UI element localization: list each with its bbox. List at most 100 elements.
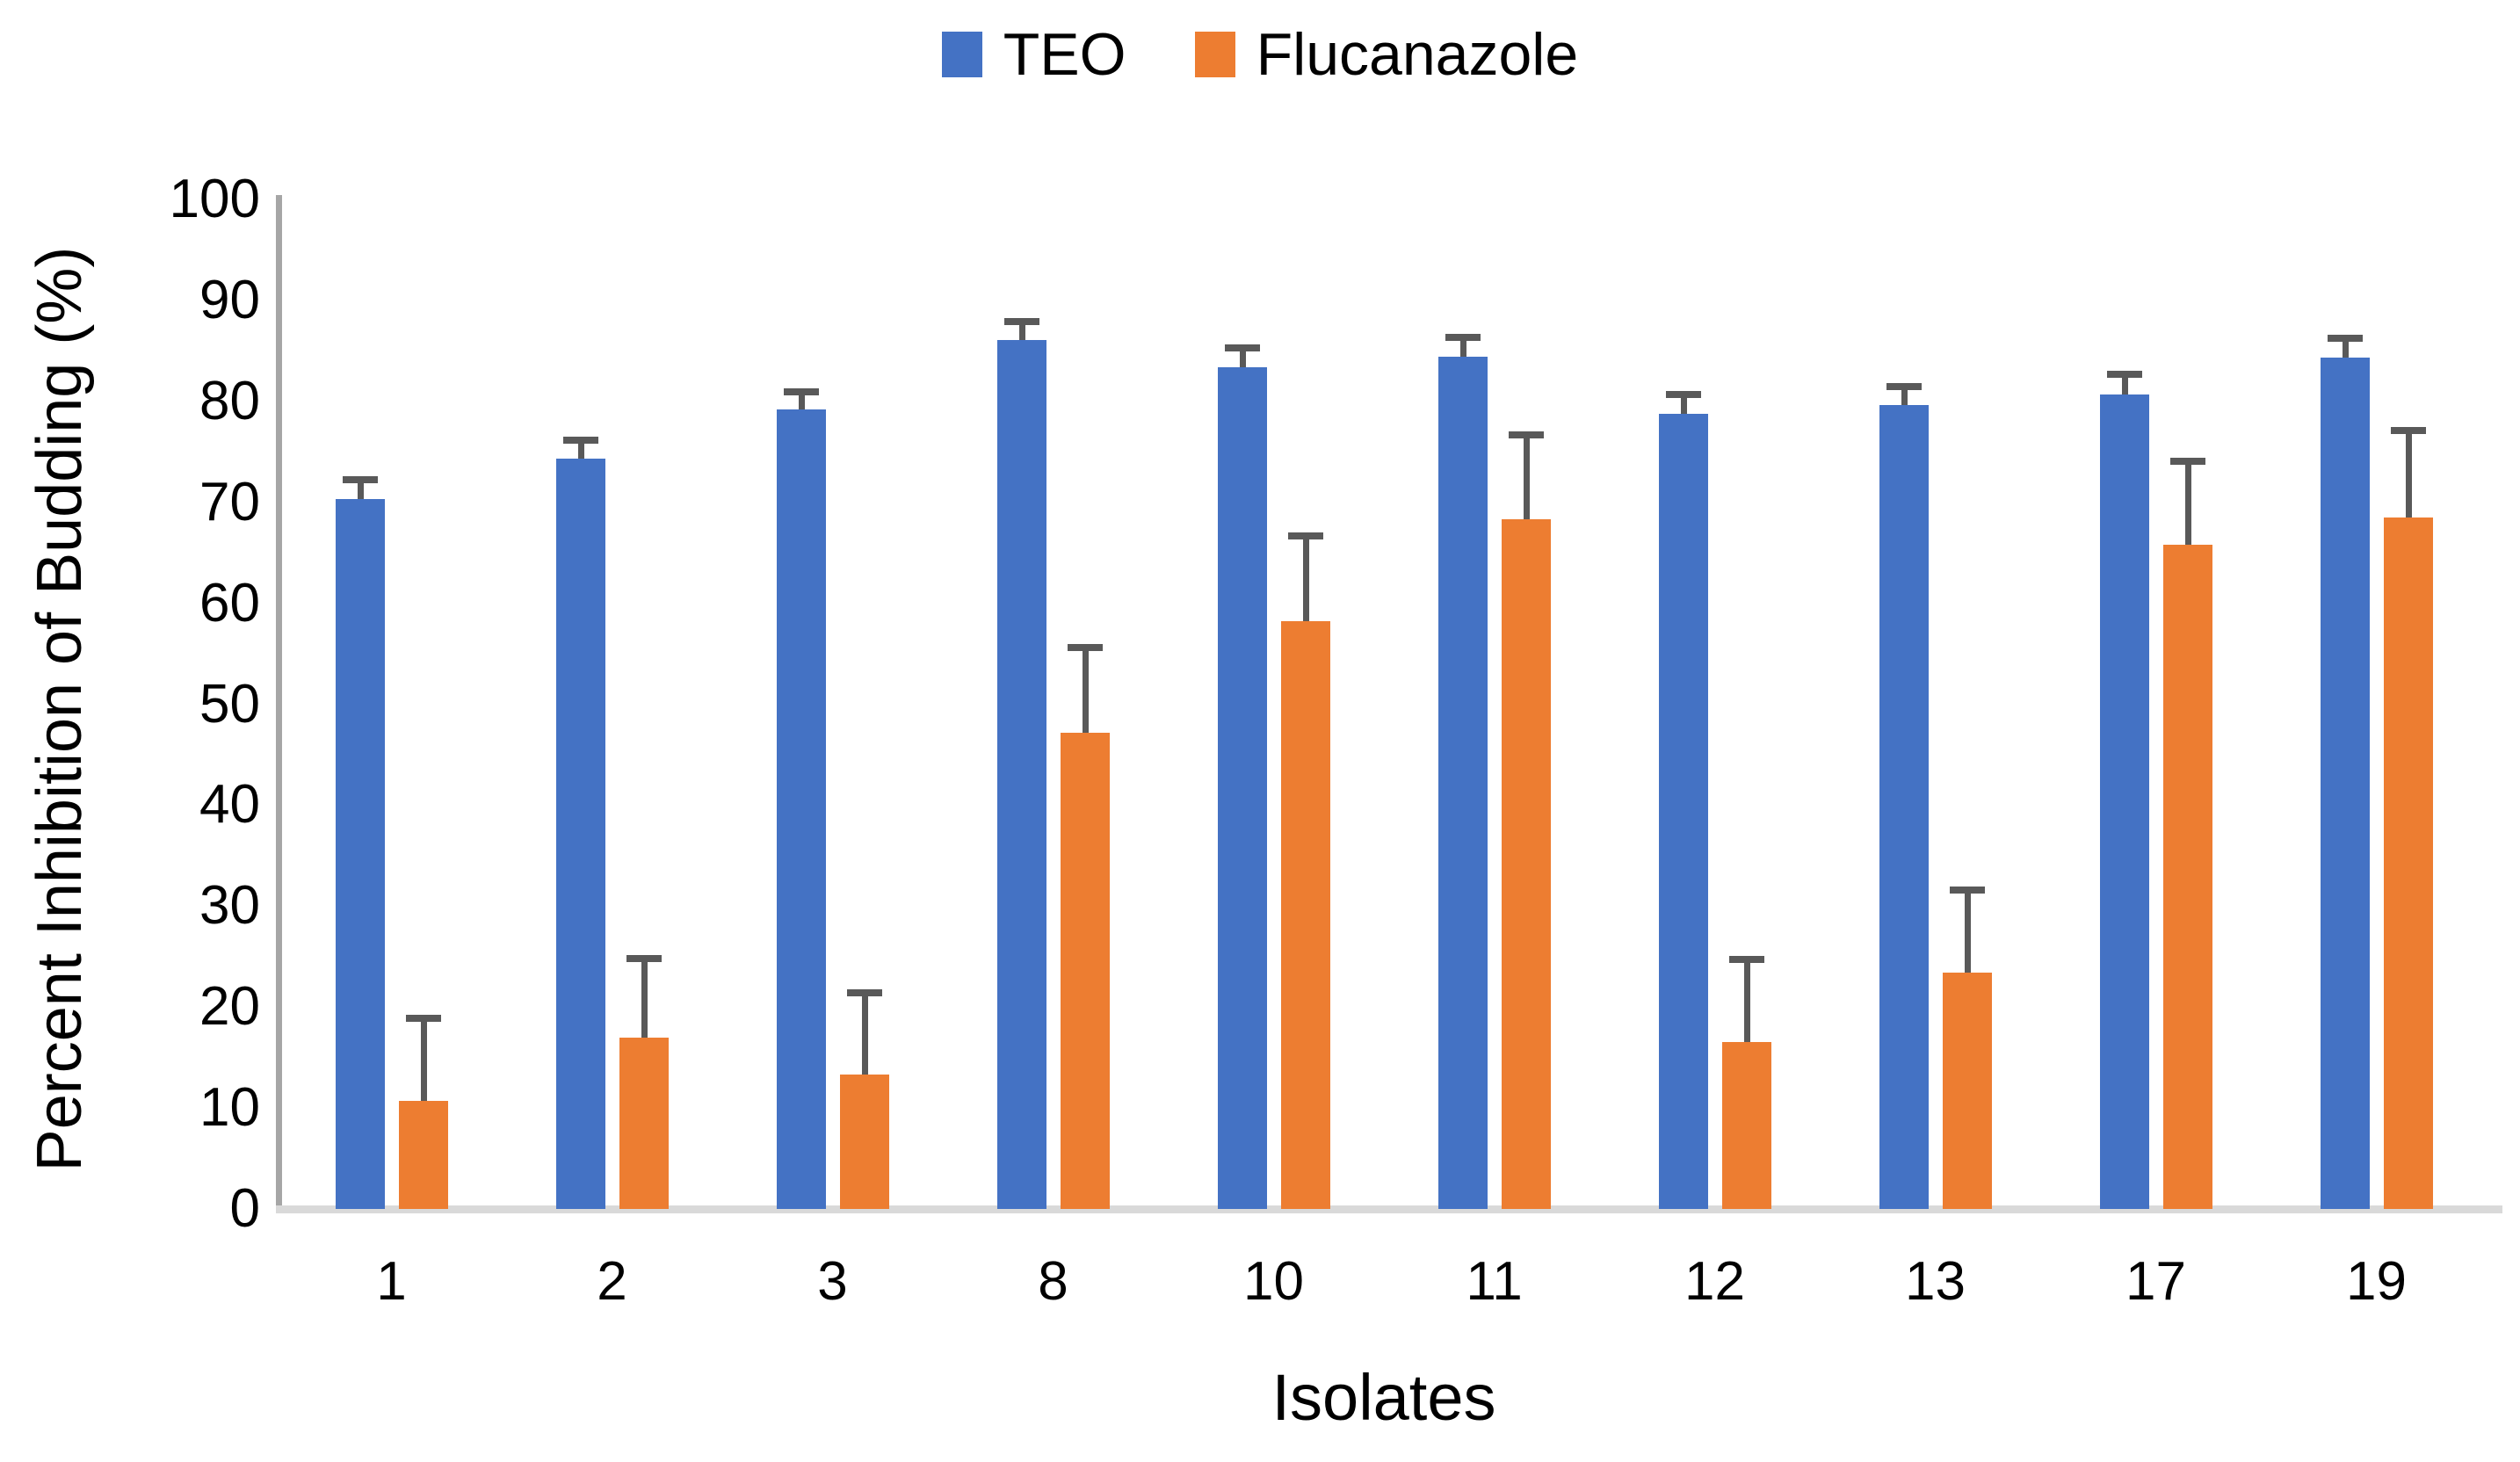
x-axis-title: Isolates <box>1271 1361 1496 1434</box>
bar-flucanazole-11 <box>1502 519 1551 1209</box>
legend-item-teo: TEO <box>941 21 1126 88</box>
error-bar-line <box>861 995 868 1075</box>
bar-teo-17 <box>2100 394 2149 1209</box>
legend-label-flucanazole: Flucanazole <box>1256 21 1579 88</box>
error-bar-cap <box>1068 644 1103 652</box>
x-tick-label-19: 19 <box>2346 1251 2407 1312</box>
bar-cluster-1 <box>281 199 502 1209</box>
error-bar-line <box>2121 376 2128 394</box>
error-bar-cap <box>1509 431 1544 438</box>
x-tick-label-13: 13 <box>1905 1251 1966 1312</box>
error-bar-cap <box>784 387 819 395</box>
error-bar-cap <box>847 989 882 997</box>
x-tick-label-11: 11 <box>1466 1251 1523 1312</box>
y-axis-line <box>276 195 282 1212</box>
error-bar-line <box>420 1020 427 1102</box>
bar-cluster-10 <box>1163 199 1384 1209</box>
x-tick-label-17: 17 <box>2125 1251 2186 1312</box>
bar-flucanazole-10 <box>1281 621 1330 1209</box>
error-bar-cap <box>2328 334 2363 342</box>
bar-cluster-19 <box>2266 199 2487 1209</box>
legend-item-flucanazole: Flucanazole <box>1194 21 1579 88</box>
bar-cluster-2 <box>502 199 722 1209</box>
error-bar-cap <box>1666 391 1701 399</box>
error-bar-line <box>1743 961 1750 1043</box>
bar-flucanazole-12 <box>1722 1042 1771 1209</box>
error-bar-cap <box>563 436 598 444</box>
bar-flucanazole-8 <box>1061 732 1110 1209</box>
bar-teo-3 <box>777 409 826 1209</box>
error-bar-line <box>798 393 805 409</box>
error-bar-cap <box>1004 318 1039 326</box>
x-tick-label-8: 8 <box>1038 1251 1068 1312</box>
y-tick-label: 0 <box>229 1178 260 1239</box>
error-bar-cap <box>1950 887 1985 894</box>
error-bar-line <box>1523 437 1530 520</box>
bar-flucanazole-17 <box>2163 544 2212 1209</box>
bar-teo-2 <box>556 459 605 1209</box>
x-tick-label-10: 10 <box>1243 1251 1304 1312</box>
error-bar-line <box>357 481 364 500</box>
error-bar-line <box>2184 462 2191 545</box>
x-tick-label-12: 12 <box>1684 1251 1745 1312</box>
error-bar-line <box>2405 432 2412 517</box>
bar-cluster-3 <box>722 199 943 1209</box>
bar-teo-8 <box>997 339 1046 1209</box>
error-bar-cap <box>626 955 662 963</box>
x-tick-label-3: 3 <box>817 1251 848 1312</box>
error-bar-cap <box>343 475 378 483</box>
bar-cluster-8 <box>943 199 1163 1209</box>
flucanazole-swatch-icon <box>1194 32 1235 77</box>
bar-teo-12 <box>1659 413 1708 1209</box>
error-bar-cap <box>1729 956 1764 964</box>
bar-teo-19 <box>2321 358 2370 1209</box>
error-bar-line <box>1680 396 1687 414</box>
error-bar-line <box>1302 537 1309 622</box>
bar-flucanazole-3 <box>840 1075 889 1209</box>
bar-flucanazole-19 <box>2384 517 2433 1209</box>
error-bar-cap <box>2391 427 2426 435</box>
y-tick-label: 40 <box>199 774 260 836</box>
error-bar-line <box>577 441 584 460</box>
legend-label-teo: TEO <box>1003 21 1126 88</box>
error-bar-line <box>1239 350 1246 367</box>
error-bar-cap <box>1445 333 1481 341</box>
y-tick-label: 60 <box>199 572 260 633</box>
error-bar-cap <box>2170 457 2205 465</box>
x-axis-baseline <box>276 1205 2502 1213</box>
x-tick-label-2: 2 <box>597 1251 627 1312</box>
plot-area <box>281 199 2487 1209</box>
y-tick-label: 70 <box>199 471 260 532</box>
legend: TEO Flucanazole <box>0 25 2520 84</box>
bar-teo-10 <box>1218 366 1267 1209</box>
error-bar-cap <box>1288 532 1323 539</box>
error-bar-line <box>1082 649 1089 733</box>
error-bar-cap <box>1225 344 1260 352</box>
error-bar-cap <box>406 1015 441 1023</box>
x-tick-label-1: 1 <box>376 1251 407 1312</box>
error-bar-line <box>2342 339 2349 358</box>
bar-teo-13 <box>1879 405 1929 1209</box>
y-tick-label: 50 <box>199 673 260 735</box>
teo-swatch-icon <box>941 32 982 77</box>
y-tick-label: 10 <box>199 1077 260 1139</box>
y-tick-label: 80 <box>199 370 260 431</box>
y-tick-label: 30 <box>199 875 260 937</box>
error-bar-line <box>1459 338 1466 358</box>
bar-cluster-17 <box>2046 199 2266 1209</box>
bar-flucanazole-1 <box>399 1101 448 1209</box>
y-tick-label: 20 <box>199 976 260 1038</box>
bar-flucanazole-13 <box>1943 973 1992 1209</box>
error-bar-cap <box>1886 382 1922 390</box>
bar-flucanazole-2 <box>619 1037 669 1209</box>
bar-cluster-12 <box>1604 199 1825 1209</box>
bar-cluster-13 <box>1825 199 2046 1209</box>
error-bar-line <box>1901 387 1908 406</box>
error-bar-cap <box>2107 371 2142 379</box>
bar-teo-1 <box>336 499 385 1209</box>
bar-teo-11 <box>1438 357 1488 1209</box>
error-bar-line <box>1964 892 1971 973</box>
y-tick-label: 90 <box>199 269 260 330</box>
error-bar-line <box>641 960 648 1038</box>
